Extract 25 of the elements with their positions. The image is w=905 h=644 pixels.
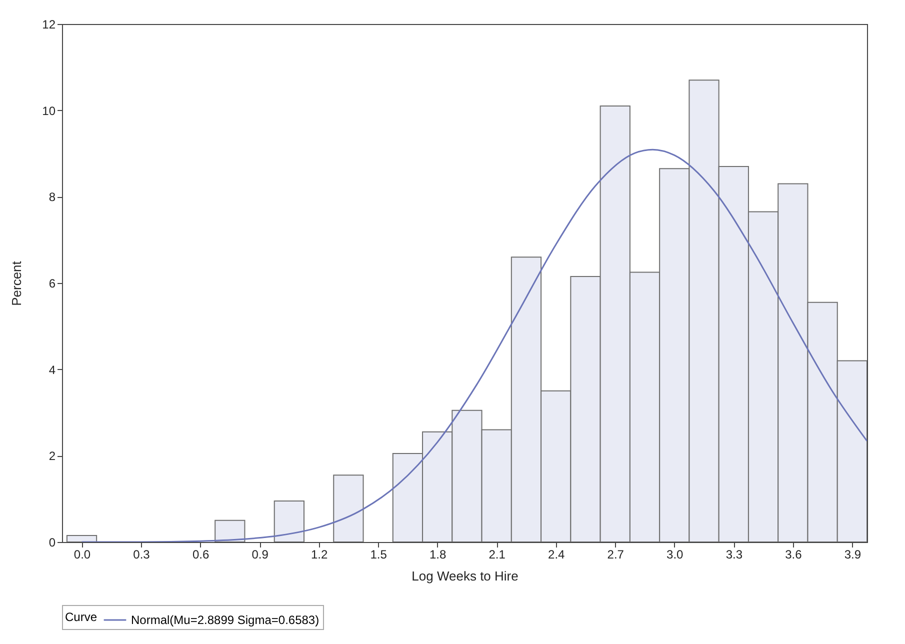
x-tick-label: 3.6 (785, 548, 802, 562)
x-axis-title: Log Weeks to Hire (412, 568, 518, 584)
x-tick-label: 0.9 (252, 548, 269, 562)
y-tick-label: 4 (48, 362, 56, 377)
x-tick-label: 3.9 (844, 548, 862, 562)
y-tick-label: 12 (42, 18, 56, 32)
y-tick-label: 8 (48, 190, 56, 204)
x-tick-label: 2.7 (607, 548, 624, 562)
x-tick-label: 1.8 (429, 548, 446, 562)
legend-label: Normal(Mu=2.8899 Sigma=0.6583) (131, 613, 320, 627)
y-tick-label: 2 (48, 449, 56, 464)
legend-title: Curve (65, 610, 98, 624)
y-tick-label: 6 (48, 276, 56, 290)
x-tick-label: 3.0 (666, 548, 684, 562)
x-tick-label: 1.5 (370, 548, 388, 562)
y-tick-label: 0 (48, 536, 56, 550)
x-tick-label: 2.1 (488, 548, 506, 562)
y-axis-title: Percent (9, 260, 24, 306)
x-tick-label: 0.3 (133, 548, 150, 562)
x-tick-label: 2.4 (548, 548, 566, 562)
x-tick-label: 0.6 (192, 548, 210, 562)
x-tick-label: 0.0 (74, 548, 91, 562)
y-tick-label: 10 (42, 104, 56, 118)
x-tick-label: 1.2 (310, 548, 328, 562)
x-tick-label: 3.3 (726, 548, 743, 562)
